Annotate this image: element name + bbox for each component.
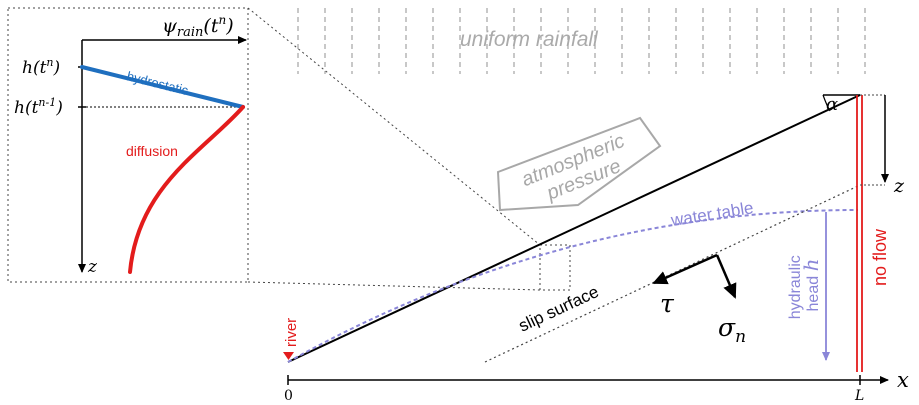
- zoom-guide-bottom: [247, 281, 541, 291]
- tau-label: τ: [660, 289, 675, 318]
- sigma-label: σn: [718, 313, 746, 347]
- diffusion-curve: [128, 105, 245, 274]
- inset-frame: [7, 7, 249, 283]
- alpha-label: α: [826, 94, 838, 115]
- sigma-arrow: [715, 254, 737, 299]
- rainfall-lines: [297, 8, 866, 74]
- water-table-line: [287, 209, 859, 363]
- right-z-label: z: [893, 175, 905, 197]
- river-marker: [283, 352, 294, 360]
- h-tn-label: h(tn): [22, 56, 60, 78]
- hydrostatic-curve: [80, 65, 245, 109]
- no-flow-label: no flow: [870, 228, 890, 286]
- psi-rain-label: ψrain(tn): [162, 13, 234, 40]
- hydraulic-head-label: hydraulic head h: [787, 251, 823, 319]
- diffusion-label: diffusion: [126, 143, 178, 159]
- atmospheric-pressure-arrow: [496, 116, 662, 212]
- river-label: river: [283, 318, 300, 347]
- hydrostatic-label: hydrostatic: [125, 68, 190, 98]
- inset-z-label: z: [87, 257, 98, 277]
- h-tn1-label: h(tn-1): [14, 96, 63, 118]
- alpha-arc: [822, 94, 831, 112]
- water-table-label: water table: [669, 198, 755, 230]
- x-axis-label: x: [897, 368, 909, 392]
- L-label: L: [854, 388, 864, 404]
- rainfall-label: uniform rainfall: [460, 28, 599, 51]
- origin-label: 0: [284, 388, 293, 404]
- ground-surface: [287, 94, 861, 363]
- tau-arrow: [652, 253, 718, 285]
- zoom-box: [539, 244, 571, 291]
